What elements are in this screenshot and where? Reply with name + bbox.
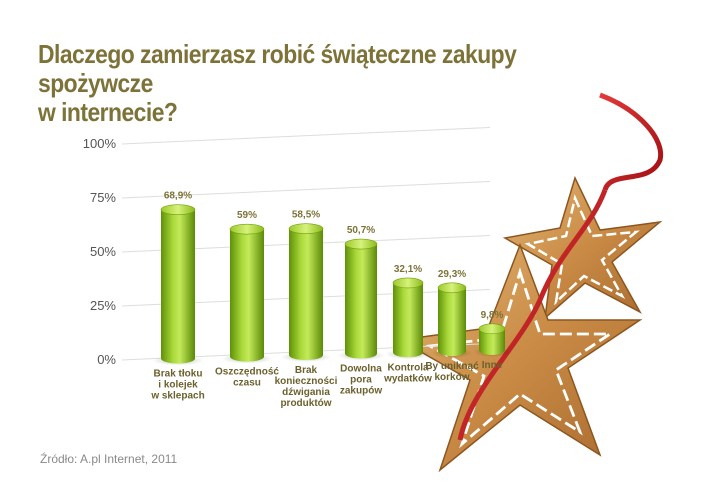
icing-back [524, 194, 640, 306]
chart-title-line-1: Dlaczego zamierzasz robić świąteczne zak… [38, 39, 517, 98]
bar-group: 32,1% Kontrola wydatków [383, 264, 432, 384]
bar-cap [392, 277, 424, 289]
bar [161, 209, 195, 364]
y-axis: 0% 25% 50% 75% 100% [83, 136, 117, 367]
y-tick-label: 75% [90, 190, 116, 205]
category-label: Dowolna pora zakupów [340, 364, 382, 397]
bar-cap [229, 223, 265, 235]
bar [479, 328, 505, 356]
category-label: Inne [482, 360, 503, 371]
gingerbread-star-back [502, 175, 663, 320]
bar [438, 287, 466, 357]
bar-cap [160, 204, 196, 215]
bar-cap [344, 238, 378, 250]
bars: 68,9% Brak tłoku i kolejek w sklepach 59% Osz… [150, 191, 512, 409]
gingerbread-star-front [397, 242, 643, 473]
gridline [121, 126, 491, 145]
bar-group: 59% Oszczędność czasu [215, 210, 279, 388]
bar-group: 9,8% Inne [472, 310, 512, 371]
bar [230, 229, 264, 362]
y-tick-label: 50% [90, 244, 116, 259]
y-tick-label: 100% [83, 136, 117, 151]
value-label: 58,5% [292, 210, 320, 221]
category-label: Oszczędność czasu [215, 367, 279, 389]
category-label: Brak konieczności dźwigania produktów [275, 365, 338, 409]
ribbon-top [599, 92, 664, 192]
ribbon-bottom [457, 189, 608, 441]
category-label: By uniknąć korków [425, 361, 479, 383]
category-label: Kontrola wydatków [383, 362, 432, 384]
bar-cap [478, 323, 506, 335]
bar [345, 244, 377, 359]
category-label: Brak tłoku i kolejek w sklepach [150, 368, 204, 401]
bar-group: 58,5% Brak konieczności dźwigania produktów [275, 210, 338, 409]
bar-cap [288, 223, 324, 234]
value-label: 68,9% [164, 191, 192, 202]
bar-group: 50,7% Dowolna pora zakupów [337, 225, 385, 397]
bar [289, 228, 323, 361]
chart-title-line-2: w internecie? [38, 97, 178, 127]
value-label: 32,1% [394, 264, 422, 275]
bar-cap [437, 282, 467, 294]
bar-group: 68,9% Brak tłoku i kolejek w sklepach [150, 191, 204, 402]
source-note: Źródło: A.pl Internet, 2011 [40, 452, 178, 466]
bar [393, 282, 423, 358]
chart-title: Dlaczego zamierzasz robić świąteczne zak… [38, 40, 566, 127]
value-label: 9,8% [481, 310, 504, 321]
gingerbread-stars-decoration [397, 92, 664, 473]
y-tick-label: 0% [97, 352, 116, 367]
value-label: 59% [237, 210, 257, 221]
gridline [121, 180, 491, 199]
y-tick-label: 25% [90, 298, 116, 313]
bar-group: 29,3% By uniknąć korków [425, 269, 479, 383]
value-label: 50,7% [347, 225, 375, 236]
value-label: 29,3% [438, 269, 466, 280]
